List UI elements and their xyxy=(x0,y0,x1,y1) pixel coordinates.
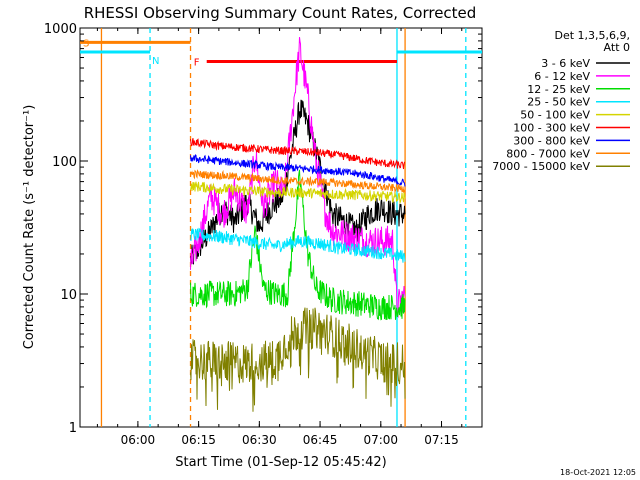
legend-label-1: 6 - 12 keV xyxy=(534,70,590,83)
legend-label-5: 100 - 300 keV xyxy=(513,122,590,135)
flag-label-1: N xyxy=(152,56,159,67)
series-line-5 xyxy=(190,137,406,170)
y-tick-label: 10 xyxy=(60,288,77,303)
flag-label-2: F xyxy=(194,57,200,68)
series-line-6 xyxy=(190,154,406,187)
x-tick-label: 06:30 xyxy=(242,433,277,447)
footer-timestamp: 18-Oct-2021 12:05 xyxy=(560,468,636,477)
legend-label-7: 800 - 7000 keV xyxy=(506,147,590,160)
series-line-7 xyxy=(190,169,406,194)
y-tick-label: 100 xyxy=(52,155,77,170)
x-tick-label: 06:15 xyxy=(181,433,216,447)
legend-label-2: 12 - 25 keV xyxy=(527,83,590,96)
y-axis-label: Corrected Count Rate (s⁻¹ detector⁻¹) xyxy=(22,105,37,350)
series-line-0 xyxy=(190,99,406,265)
flag-layer: S N F xyxy=(80,28,482,427)
y-tick-label: 1 xyxy=(69,421,77,436)
series-line-8 xyxy=(190,307,406,412)
legend-label-0: 3 - 6 keV xyxy=(541,57,590,70)
y-tick-label: 1000 xyxy=(44,22,77,37)
legend-label-8: 7000 - 15000 keV xyxy=(492,160,590,173)
axis-layer: 06:00 06:15 06:30 06:45 07:00 07:15 1 10 100 1000 xyxy=(44,22,483,447)
x-tick-label: 06:00 xyxy=(121,433,156,447)
legend-label-6: 300 - 800 keV xyxy=(513,134,590,147)
series-line-1 xyxy=(190,37,406,319)
legend-header-line1: Det 1,3,5,6,9, xyxy=(554,29,630,42)
plot-frame xyxy=(79,27,483,428)
legend-label-4: 50 - 100 keV xyxy=(520,109,590,122)
flag-label-0: S xyxy=(83,38,89,49)
x-tick-label: 06:45 xyxy=(303,433,338,447)
x-axis-label: Start Time (01-Sep-12 05:45:42) xyxy=(175,455,386,470)
series-line-3 xyxy=(190,227,406,263)
chart-title: RHESSI Observing Summary Count Rates, Co… xyxy=(84,4,477,22)
legend-label-3: 25 - 50 keV xyxy=(527,96,590,109)
series-line-4 xyxy=(190,181,406,205)
x-tick-label: 07:00 xyxy=(363,433,398,447)
legend-header-line2: Att 0 xyxy=(604,41,630,54)
x-tick-label: 07:15 xyxy=(424,433,459,447)
series-layer xyxy=(190,37,406,412)
